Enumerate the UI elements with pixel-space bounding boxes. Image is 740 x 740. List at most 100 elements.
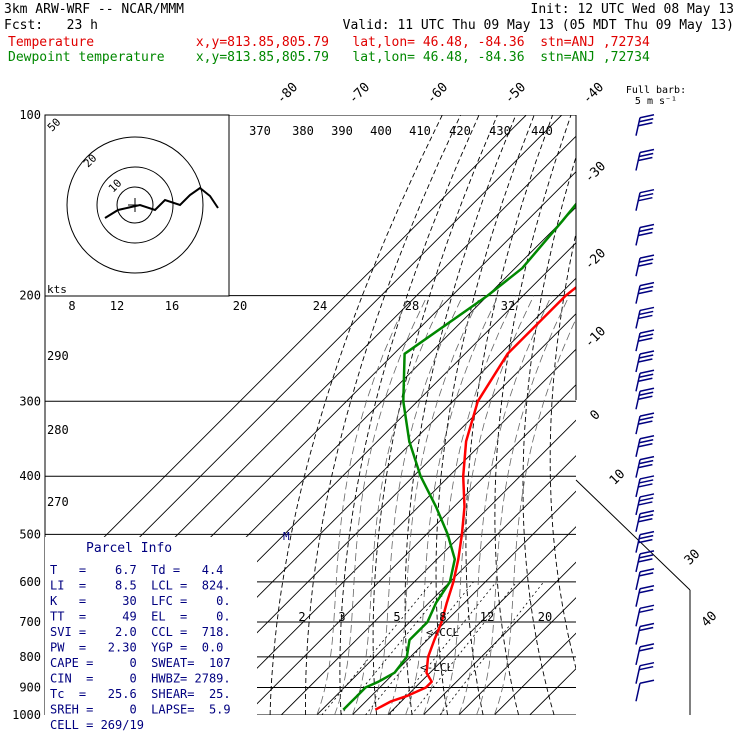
dry-adiabat (404, 115, 517, 715)
wind-barb (635, 350, 655, 373)
parcel-info-line: SVI = 2.0 CCL = 718. (50, 625, 231, 639)
wind-barb-feather (638, 420, 653, 425)
speed-label: 32 (501, 299, 515, 313)
wind-barb-staff (635, 353, 641, 373)
wind-barb-feather (638, 156, 653, 162)
isotherm-label: 40 (699, 609, 721, 631)
wind-barb (635, 455, 655, 478)
isotherm (316, 455, 576, 715)
wind-barb-feather (639, 117, 654, 123)
pressure-tick-label: 900 (19, 681, 41, 695)
wind-barb-feather (639, 550, 655, 555)
pressure-tick-label: 800 (19, 650, 41, 664)
wind-barb-feather (639, 416, 654, 421)
dry-adiabat (372, 115, 498, 715)
isotherm (422, 561, 576, 715)
hodograph-box (44, 114, 230, 297)
wind-barb-feather (639, 310, 654, 316)
wind-barb-staff (635, 415, 641, 435)
wind-barb-feather (639, 285, 654, 291)
theta-side-label: 280 (47, 423, 69, 437)
wind-barb-staff (635, 665, 641, 684)
wind-barb-feather (639, 223, 655, 229)
wind-barb-staff (635, 258, 641, 277)
wind-barb-feather (639, 329, 655, 334)
wind-barb-staff (635, 285, 641, 304)
wind-barb-feather (638, 377, 653, 383)
wind-barb (635, 661, 655, 684)
parcel-info-bg (45, 537, 257, 715)
isotherm-label: -80 (274, 80, 301, 107)
wind-barb-feather (638, 538, 653, 544)
wind-barb-feather (638, 289, 653, 295)
isotherm-label: -70 (346, 80, 373, 107)
model-title: 3km ARW-WRF -- NCAR/MMM (4, 2, 185, 17)
isotherm-label: -60 (424, 80, 451, 107)
mixing-ratio-line (321, 581, 433, 715)
wind-barb (635, 369, 655, 392)
wind-barb-feather (639, 679, 655, 685)
theta-side-label: 290 (47, 349, 69, 363)
wind-barb-staff (635, 496, 641, 516)
valid-time: Valid: 11 UTC Thu 09 May 13 (05 MDT Thu … (342, 18, 734, 33)
moist-adiabat (387, 295, 481, 715)
wind-barb-feather (638, 518, 653, 523)
wind-barb-feather (639, 497, 654, 502)
dry-adiabat (339, 115, 480, 715)
wind-barb-staff (635, 534, 641, 553)
pressure-tick-label: 200 (19, 289, 41, 303)
wind-barb-feather (638, 395, 653, 401)
wind-barb (635, 387, 655, 410)
wind-barb-feather (639, 439, 654, 444)
wind-barb-staff (635, 553, 641, 573)
pressure-tick-label: 1000 (12, 708, 41, 722)
speed-label: 16 (165, 299, 179, 313)
wind-barb-feather (638, 443, 653, 448)
isotherm (174, 313, 576, 715)
parcel-info-line: CIN = 0 HWBZ= 2789. (50, 672, 231, 686)
hodograph-trace (104, 186, 219, 219)
wind-barb-feather (639, 258, 654, 263)
wind-barb-feather (639, 455, 655, 461)
isotherm (387, 526, 576, 715)
wind-barb (635, 679, 655, 702)
wind-barb-feather (639, 435, 655, 440)
wind-barb-feather (639, 608, 654, 614)
dry-adiabat (577, 115, 627, 715)
parcel-info-line: LI = 8.5 LCL = 824. (50, 579, 231, 593)
wind-barb (635, 306, 655, 329)
speed-label: 28 (405, 299, 419, 313)
wind-barb-feather (639, 387, 655, 393)
wind-barb-feather (639, 459, 654, 465)
wind-barb-feather (639, 373, 654, 379)
mixing-ratio-label: 20 (538, 610, 552, 624)
wind-barb-feather (639, 148, 655, 154)
wind-barb-feather (639, 152, 654, 158)
pressure-tick-label: 100 (19, 108, 41, 122)
temperature-trace (374, 285, 576, 711)
wind-barb (635, 493, 655, 516)
dry-adiabat (305, 115, 462, 715)
parcel-info-line: SREH = 0 LAPSE= 5.9 (50, 703, 231, 717)
wind-barb (635, 568, 655, 591)
isotherm (280, 419, 576, 715)
pressure-tick-label: 600 (19, 575, 41, 589)
wind-barb-staff (635, 192, 641, 211)
isotherm-label: 10 (607, 467, 629, 489)
wind-barb-feather (638, 337, 653, 342)
barb-key-line1: Full barb: (626, 85, 686, 96)
moist-adiabat (351, 295, 446, 715)
wind-barb (635, 148, 655, 171)
wind-barb-staff (635, 626, 641, 645)
wind-barb-feather (638, 483, 653, 488)
wind-barb (635, 530, 655, 553)
wind-barb-feather (639, 604, 655, 610)
wind-barb-feather (638, 501, 653, 506)
pressure-tick-label: 300 (19, 394, 41, 408)
wind-barb (635, 604, 655, 627)
moist-adiabat (422, 295, 517, 715)
wind-barb-staff (635, 478, 641, 498)
wind-barb (635, 584, 655, 607)
moist-adiabat (458, 295, 552, 715)
wind-barb (635, 622, 655, 645)
